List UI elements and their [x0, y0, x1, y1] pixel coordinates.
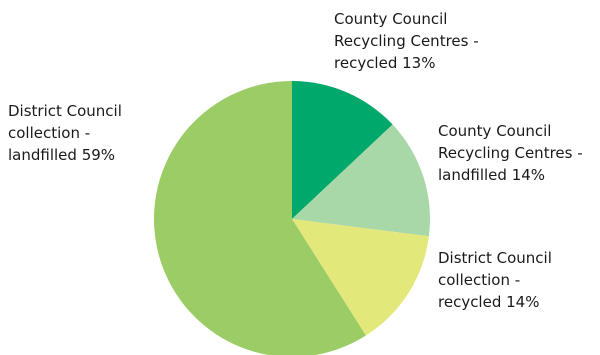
slice-county-landfilled	[292, 124, 430, 237]
label-line: landfilled 59%	[8, 146, 116, 164]
slice-county-recycled	[292, 81, 393, 219]
label-line: District Council	[8, 102, 122, 120]
label-line: recycled 13%	[334, 54, 436, 72]
label-line: County Council	[334, 10, 448, 28]
label-line: collection -	[8, 124, 91, 142]
slice-label-district-landfilled: District Council collection - landfilled…	[8, 100, 122, 166]
slice-label-county-recycled: County Council Recycling Centres - recyc…	[334, 8, 479, 74]
slice-district-landfilled	[154, 81, 366, 355]
slice-label-district-recycled: District Council collection - recycled 1…	[438, 247, 552, 313]
slice-label-county-landfilled: County Council Recycling Centres - landf…	[438, 120, 583, 186]
label-line: landfilled 14%	[438, 166, 546, 184]
label-line: Recycling Centres -	[438, 144, 583, 162]
label-line: Recycling Centres -	[334, 32, 479, 50]
label-line: County Council	[438, 122, 552, 140]
label-line: collection -	[438, 271, 521, 289]
label-line: District Council	[438, 249, 552, 267]
label-line: recycled 14%	[438, 293, 540, 311]
slice-district-recycled	[292, 219, 429, 336]
